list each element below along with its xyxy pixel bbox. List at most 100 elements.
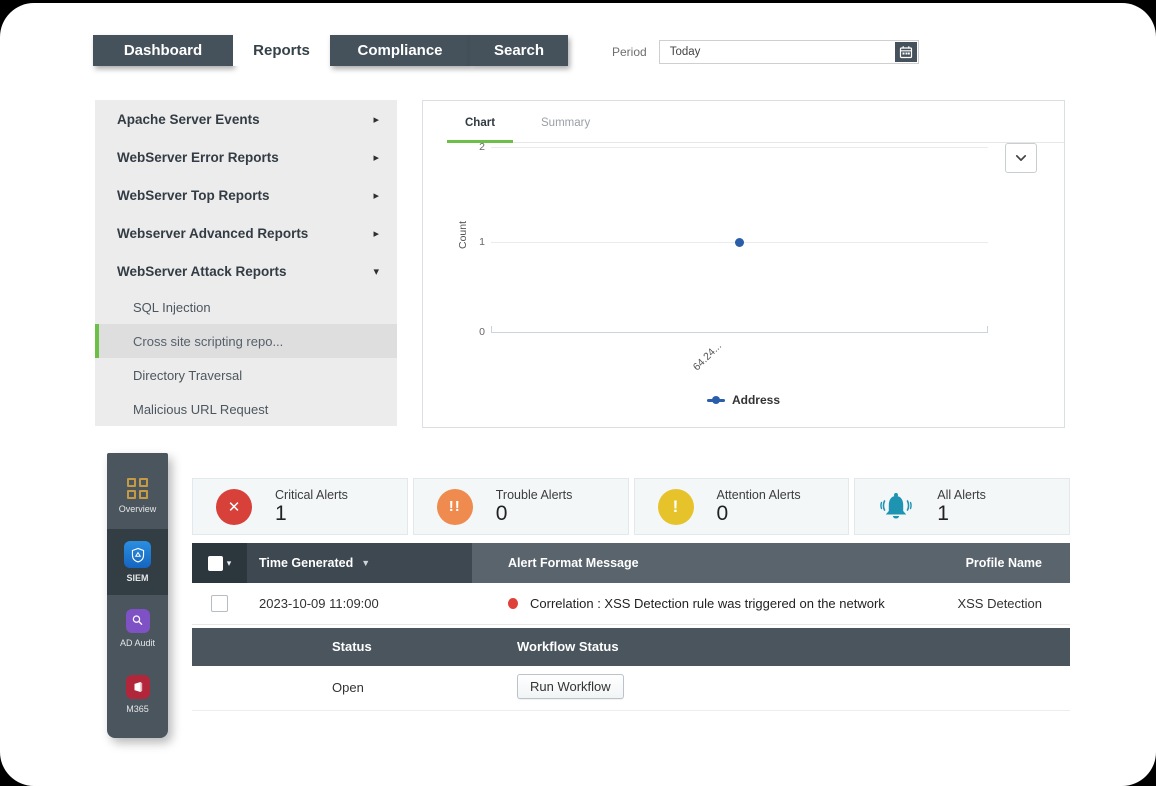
active-tab-indicator	[447, 140, 513, 143]
bell-icon	[880, 492, 912, 518]
calendar-icon-button[interactable]	[894, 42, 917, 62]
menu-item-cross-site-scripting[interactable]: Cross site scripting repo...	[95, 324, 397, 358]
legend-item-address[interactable]: Address	[423, 393, 1064, 407]
card-critical-alerts[interactable]: ✕ Critical Alerts 1	[192, 478, 408, 535]
row-checkbox[interactable]	[211, 595, 228, 612]
card-label: All Alerts	[937, 488, 986, 502]
column-header-workflow-status: Workflow Status	[517, 639, 619, 654]
card-trouble-alerts[interactable]: !! Trouble Alerts 0	[412, 478, 629, 535]
menu-group-label: Webserver Advanced Reports	[117, 225, 309, 241]
app-window: Dashboard Reports Compliance Search Peri…	[0, 3, 1156, 786]
profile-name-cell: XSS Detection	[957, 596, 1042, 611]
y-tick-2: 2	[479, 141, 485, 153]
sidebar-item-ad-audit[interactable]: AD Audit	[107, 595, 168, 661]
menu-group-webserver-top-reports[interactable]: WebServer Top Reports ▸	[95, 176, 397, 214]
double-exclamation-icon: !!	[436, 488, 473, 525]
tab-reports[interactable]: Reports	[233, 35, 330, 66]
sidebar-item-siem[interactable]: SIEM	[107, 529, 168, 595]
chevron-down-icon: ▾	[373, 265, 379, 278]
menu-item-sql-injection[interactable]: SQL Injection	[133, 299, 211, 315]
table-row: Open Run Workflow	[192, 666, 1070, 711]
tab-search[interactable]: Search	[470, 35, 568, 66]
grid-icon	[127, 478, 148, 499]
column-header-alert-format-message: Alert Format Message	[472, 543, 900, 583]
tab-summary[interactable]: Summary	[541, 117, 591, 129]
menu-group-apache-server-events[interactable]: Apache Server Events ▸	[95, 100, 397, 138]
sort-caret-icon: ▼	[361, 558, 371, 568]
period-input[interactable]: Today	[658, 40, 919, 64]
menu-group-webserver-advanced-reports[interactable]: Webserver Advanced Reports ▸	[95, 214, 397, 252]
sidebar-item-label: SIEM	[126, 573, 149, 583]
card-value: 0	[716, 502, 729, 525]
x-axis-line	[491, 326, 988, 333]
m365-icon	[125, 674, 150, 699]
ad-audit-search-icon	[125, 608, 150, 633]
card-all-alerts[interactable]: All Alerts 1	[854, 478, 1070, 535]
alert-message-cell: Correlation : XSS Detection rule was tri…	[530, 596, 885, 611]
menu-group-label: Apache Server Events	[117, 111, 260, 127]
time-generated-cell: 2023-10-09 11:09:00	[259, 596, 379, 611]
card-value: 1	[937, 502, 949, 525]
period-selector: Period Today	[612, 40, 919, 64]
select-all-cell[interactable]: ▾	[192, 543, 247, 583]
sidebar-item-label: AD Audit	[119, 637, 156, 648]
menu-group-label: WebServer Error Reports	[117, 149, 279, 165]
card-attention-alerts[interactable]: ! Attention Alerts 0	[633, 478, 850, 535]
card-value: 1	[275, 502, 287, 525]
sidebar-item-label: Overview	[118, 504, 157, 514]
y-tick-0: 0	[479, 326, 485, 338]
chevron-right-icon: ▸	[373, 189, 379, 202]
alerts-table: ▾ Time Generated ▼ Alert Format Message …	[192, 543, 1070, 625]
menu-item-directory-traversal[interactable]: Directory Traversal	[133, 367, 243, 383]
workflow-table-header: Status Workflow Status	[192, 628, 1070, 666]
checkbox-dropdown-caret-icon[interactable]: ▾	[226, 557, 232, 568]
workflow-table: Status Workflow Status Open Run Workflow	[192, 628, 1070, 711]
alerts-table-header: ▾ Time Generated ▼ Alert Format Message …	[192, 543, 1070, 583]
menu-group-webserver-attack-reports[interactable]: WebServer Attack Reports ▾	[95, 252, 397, 290]
card-value: 0	[495, 502, 508, 525]
period-label: Period	[612, 45, 647, 59]
chevron-down-icon	[1015, 155, 1027, 161]
select-all-checkbox[interactable]	[207, 555, 223, 571]
card-label: Critical Alerts	[275, 488, 348, 502]
chevron-right-icon: ▸	[373, 227, 379, 240]
legend-label: Address	[731, 393, 781, 407]
calendar-icon	[899, 46, 912, 59]
table-row[interactable]: 2023-10-09 11:09:00 Correlation : XSS De…	[192, 583, 1070, 625]
status-cell: Open	[332, 680, 364, 695]
chart-panel: Chart Summary Count 2 1 0 64.24... Addre…	[422, 100, 1065, 428]
sidebar-item-overview[interactable]: Overview	[107, 463, 168, 529]
sidebar-item-m365[interactable]: M365	[107, 661, 168, 727]
column-header-status: Status	[332, 639, 372, 654]
x-tick-label: 64.24...	[690, 339, 725, 374]
top-navigation: Dashboard Reports Compliance Search	[93, 35, 568, 66]
menu-item-malicious-url-request[interactable]: Malicious URL Request	[133, 401, 269, 417]
tab-chart[interactable]: Chart	[465, 117, 496, 129]
data-point	[735, 238, 744, 247]
chevron-right-icon: ▸	[373, 113, 379, 126]
card-label: Trouble Alerts	[495, 488, 573, 502]
chart-expand-button[interactable]	[1005, 143, 1037, 173]
chevron-right-icon: ▸	[373, 151, 379, 164]
siem-shield-icon	[124, 541, 151, 568]
card-label: Attention Alerts	[716, 488, 801, 502]
alert-summary-cards: ✕ Critical Alerts 1 !! Trouble Alerts 0 …	[192, 478, 1070, 535]
y-tick-1: 1	[479, 236, 485, 248]
sidebar-item-label: M365	[126, 703, 149, 714]
tab-dashboard[interactable]: Dashboard	[93, 35, 233, 66]
menu-group-label: WebServer Top Reports	[117, 187, 270, 203]
report-menu: Apache Server Events ▸ WebServer Error R…	[95, 100, 397, 426]
chart-tab-bar: Chart Summary	[423, 101, 1064, 143]
gridline	[491, 147, 988, 148]
exclamation-icon: !	[657, 488, 694, 525]
column-header-profile-name: Profile Name	[900, 543, 1070, 583]
critical-x-icon: ✕	[216, 488, 252, 525]
menu-group-webserver-error-reports[interactable]: WebServer Error Reports ▸	[95, 138, 397, 176]
tab-compliance[interactable]: Compliance	[330, 35, 470, 66]
run-workflow-button[interactable]: Run Workflow	[517, 674, 624, 699]
period-value: Today	[669, 46, 701, 58]
chart-plot-area: Count 2 1 0 64.24... Address	[423, 101, 1064, 427]
column-header-time-generated[interactable]: Time Generated ▼	[247, 543, 472, 583]
module-sidebar: Overview SIEM AD Audit	[107, 453, 168, 738]
tab-divider	[513, 142, 1064, 143]
